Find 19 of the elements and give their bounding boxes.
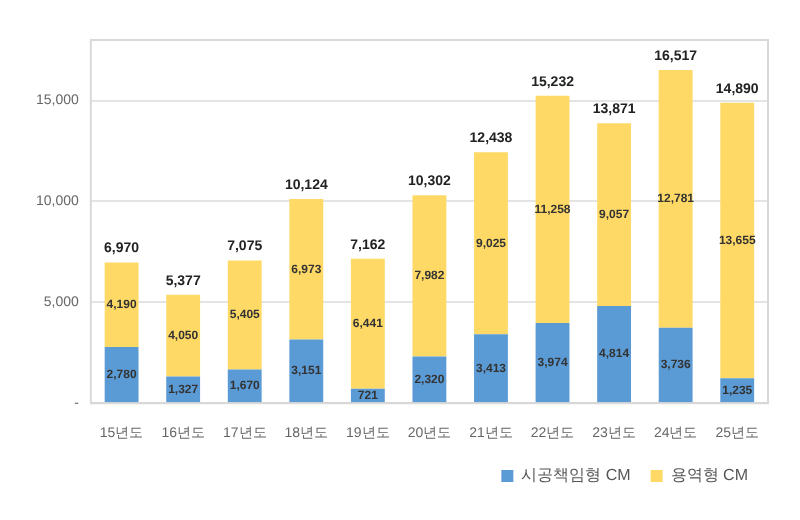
bar bbox=[720, 102, 755, 379]
bar bbox=[104, 347, 139, 403]
legend-label: 시공책임형 CM bbox=[521, 466, 632, 485]
bar bbox=[412, 195, 447, 357]
bar bbox=[289, 198, 324, 340]
bar bbox=[289, 339, 324, 403]
bar bbox=[535, 95, 570, 324]
bar bbox=[350, 258, 385, 389]
bar bbox=[597, 123, 632, 307]
bar bbox=[535, 323, 570, 403]
bar bbox=[227, 260, 262, 370]
bar bbox=[658, 327, 693, 403]
bar bbox=[166, 294, 201, 377]
bar bbox=[597, 306, 632, 403]
bar bbox=[104, 262, 139, 348]
bar bbox=[474, 334, 508, 403]
bar bbox=[658, 69, 693, 328]
bar bbox=[474, 152, 508, 335]
legend-label: 용역형 CM bbox=[670, 466, 749, 485]
